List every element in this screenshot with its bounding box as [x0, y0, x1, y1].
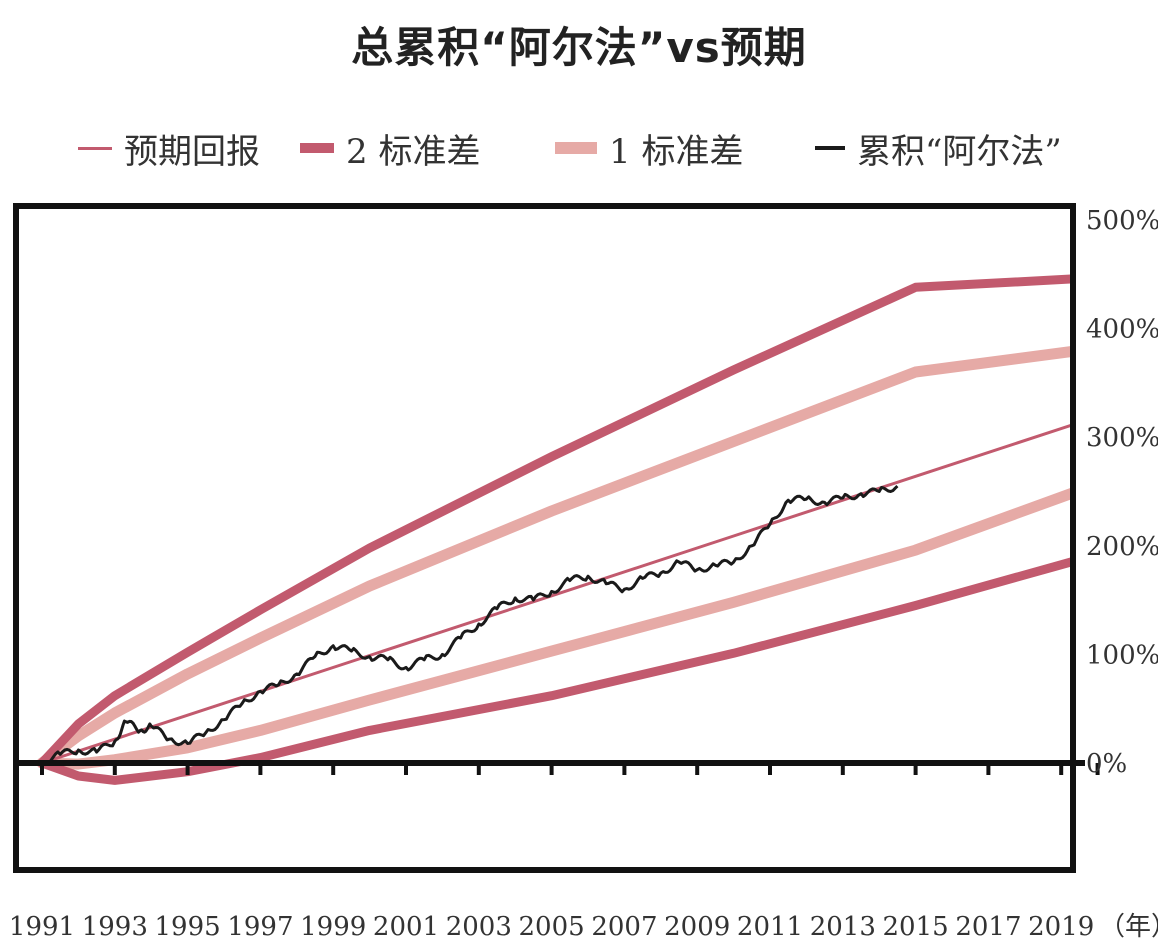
series-expected-return-line	[41, 423, 1073, 765]
plot-frame	[13, 203, 1076, 873]
chart-title: 总累积“阿尔法”vs预期	[351, 23, 807, 72]
x-tick-label: 2007	[591, 912, 657, 942]
y-tick-label: 500%	[1086, 206, 1158, 236]
band-1sd-upper	[36, 345, 1073, 769]
lines-layer	[41, 423, 1073, 766]
band-1sd-lower	[36, 486, 1073, 770]
legend-item-expected-return: 预期回报	[78, 118, 260, 178]
y-tick-labels: 0% 100% 200% 300% 400% 500%	[1086, 206, 1158, 779]
x-tick-labels: 1991 1993 1995 1997 1999 2001 2003 2005 2007 2009…	[9, 912, 1094, 942]
legend-label-cumulative-alpha: 累积“阿尔法”	[857, 131, 1062, 172]
legend-swatch-expected-return	[78, 146, 112, 150]
legend-label-expected-return: 预期回报	[124, 131, 260, 172]
legend-label-1sd: 1 标准差	[609, 131, 744, 172]
legend-item-1sd: 1 标准差	[555, 118, 743, 178]
x-tick-label: 2009	[664, 912, 730, 942]
legend-item-cumulative-alpha: 累积“阿尔法”	[815, 118, 1062, 178]
x-tick-label: 1993	[82, 912, 148, 942]
x-tick-label: 2015	[883, 912, 949, 942]
legend-label-2sd: 2 标准差	[346, 131, 481, 172]
x-tick-label: 2005	[519, 912, 585, 942]
x-tick-label: 1995	[155, 912, 221, 942]
x-tick-label: 2003	[446, 912, 512, 942]
y-tick-label: 400%	[1086, 315, 1158, 345]
y-tick-label: 0%	[1086, 749, 1127, 779]
x-tick-label: 2001	[373, 912, 439, 942]
legend-item-2sd: 2 标准差	[300, 118, 480, 178]
x-tick-label: 2019	[1028, 912, 1094, 942]
x-tick-label: 1999	[300, 912, 366, 942]
y-tick-label: 200%	[1086, 532, 1158, 562]
x-ticks	[40, 763, 1100, 775]
x-tick-label: 1991	[9, 912, 75, 942]
series-cumulative-alpha-line	[41, 485, 899, 766]
x-tick-label: 2013	[810, 912, 876, 942]
bands-layer	[36, 274, 1073, 785]
legend-swatch-cumulative-alpha	[815, 146, 845, 150]
band-2sd-upper	[37, 274, 1073, 768]
x-axis-unit-label: （年）	[1099, 912, 1158, 942]
y-tick-label: 300%	[1086, 423, 1158, 453]
x-tick-label: 1997	[227, 912, 293, 942]
x-tick-label: 2017	[955, 912, 1021, 942]
y-tick-label: 100%	[1086, 640, 1158, 670]
chart-legend: 预期回报 2 标准差 1 标准差 累积“阿尔法”	[0, 118, 1158, 178]
x-tick-label: 2011	[737, 912, 803, 942]
legend-swatch-1sd	[555, 142, 597, 154]
legend-swatch-2sd	[300, 143, 334, 153]
band-2sd-lower	[37, 556, 1073, 785]
